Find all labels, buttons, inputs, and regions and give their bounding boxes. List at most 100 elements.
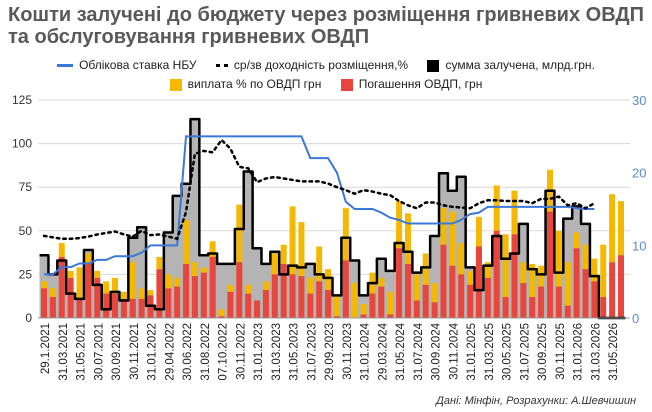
bar-redemption xyxy=(209,256,216,318)
bar-redemption xyxy=(236,262,243,318)
bar-redemption xyxy=(298,276,305,318)
bar-redemption xyxy=(475,246,482,318)
bar-interest xyxy=(440,208,447,245)
bar-interest xyxy=(209,241,216,257)
bar-interest xyxy=(112,277,119,294)
bar-interest xyxy=(316,246,323,282)
left-axis-tick: 75 xyxy=(19,180,33,194)
bar-interest xyxy=(85,253,92,264)
x-axis-tick: 31.03.2026 xyxy=(590,323,602,381)
bar-redemption xyxy=(555,286,562,318)
legend-item-redemption: Погашення ОВДП, грн xyxy=(340,77,483,91)
bar-redemption xyxy=(218,316,225,318)
bar-interest xyxy=(600,244,607,298)
bar-redemption xyxy=(325,290,332,318)
bar-redemption xyxy=(245,293,252,318)
x-axis-tick: 31.03.2025 xyxy=(484,323,496,381)
bar-interest xyxy=(333,295,340,317)
sum-step-line xyxy=(39,117,626,320)
bar-redemption xyxy=(254,300,261,318)
legend-label: Погашення ОВДП, грн xyxy=(358,77,483,91)
bar-interest xyxy=(378,277,385,287)
bar-interest xyxy=(484,262,491,278)
x-axis-tick: 30.09.2021 xyxy=(111,323,123,381)
dotted-swatch-icon xyxy=(215,64,228,68)
legend-label: Облікова ставка НБУ xyxy=(79,58,197,72)
bar-redemption xyxy=(112,293,119,318)
bar-interest xyxy=(467,270,474,285)
bar-interest xyxy=(431,283,438,303)
x-axis-tick: 30.09.2024 xyxy=(431,322,443,380)
bar-redemption xyxy=(85,263,92,318)
bar-interest xyxy=(475,216,482,247)
bar-redemption xyxy=(600,297,607,318)
bar-redemption xyxy=(431,302,438,318)
rate-line xyxy=(44,135,595,276)
bar-interest xyxy=(218,309,225,317)
right-axis-tick: 0 xyxy=(632,311,639,326)
x-axis-tick: 31.05.2026 xyxy=(608,323,620,381)
x-axis-tick: 31.01.2023 xyxy=(253,323,265,381)
legend-row-2: виплата % по ОВДП грн Погашення ОВДП, гр… xyxy=(0,77,652,91)
bar-interest xyxy=(165,274,172,289)
right-axis-tick: 30 xyxy=(632,93,646,108)
bar-redemption xyxy=(484,277,491,318)
bar-redemption xyxy=(138,298,145,318)
bar-interest xyxy=(422,253,429,285)
bar-interest xyxy=(236,204,243,263)
x-axis-tick: 29.1.2021 xyxy=(40,323,52,374)
bar-redemption xyxy=(191,276,198,318)
bar-redemption xyxy=(449,265,456,318)
bar-interest xyxy=(298,222,305,277)
square-swatch-icon xyxy=(169,78,182,91)
bar-redemption xyxy=(502,297,509,318)
bar-interest xyxy=(147,290,154,296)
square-swatch-icon xyxy=(340,78,353,91)
bar-interest xyxy=(103,281,110,294)
bar-redemption xyxy=(573,248,580,318)
x-axis-tick: 31.05.2023 xyxy=(289,323,301,381)
bar-redemption xyxy=(511,234,518,318)
bar-interest xyxy=(289,206,296,275)
x-axis-tick: 31.08.2022 xyxy=(200,323,212,381)
bar-redemption xyxy=(316,281,323,318)
x-axis-tick: 30.09.2025 xyxy=(537,323,549,381)
x-axis-tick: 31.07.2023 xyxy=(306,323,318,381)
bar-redemption xyxy=(467,284,474,318)
bar-redemption xyxy=(156,269,163,318)
x-axis-tick: 30.05.2025 xyxy=(502,323,514,381)
x-axis-tick: 29.09.2023 xyxy=(324,323,336,381)
bar-interest xyxy=(41,281,47,289)
bar-interest xyxy=(156,256,163,270)
bar-redemption xyxy=(67,277,74,318)
bar-redemption xyxy=(289,274,296,318)
bar-redemption xyxy=(404,263,411,318)
bar-redemption xyxy=(591,281,598,318)
bar-interest xyxy=(404,213,411,264)
bar-interest xyxy=(529,263,536,298)
bar-redemption xyxy=(120,298,127,318)
bar-redemption xyxy=(422,284,429,318)
bar-interest xyxy=(138,288,145,299)
x-axis-tick: 31.01.2025 xyxy=(466,323,478,381)
x-axis-tick: 30.11.2024 xyxy=(448,322,460,379)
x-axis-tick: 31.05.2021 xyxy=(76,323,88,381)
legend-row-1: Облікова ставка НБУ ср/зв доходність роз… xyxy=(0,58,652,72)
square-swatch-icon xyxy=(427,59,440,72)
x-axis-tick: 30.11.2025 xyxy=(555,323,567,380)
x-axis-tick: 31.07.2024 xyxy=(413,322,425,380)
bar-interest xyxy=(360,304,367,315)
bar-interest xyxy=(618,201,624,256)
bar-redemption xyxy=(493,230,500,318)
bar-interest xyxy=(191,262,198,277)
bar-interest xyxy=(342,208,349,261)
bar-interest xyxy=(76,267,83,299)
x-axis-tick: 31.01.2022 xyxy=(147,323,159,381)
bar-interest xyxy=(538,265,545,287)
x-axis-tick: 30.11.2021 xyxy=(129,323,141,380)
bar-interest xyxy=(120,291,127,299)
bar-interest xyxy=(271,253,278,275)
bar-interest xyxy=(227,284,234,292)
bar-interest xyxy=(183,220,190,264)
